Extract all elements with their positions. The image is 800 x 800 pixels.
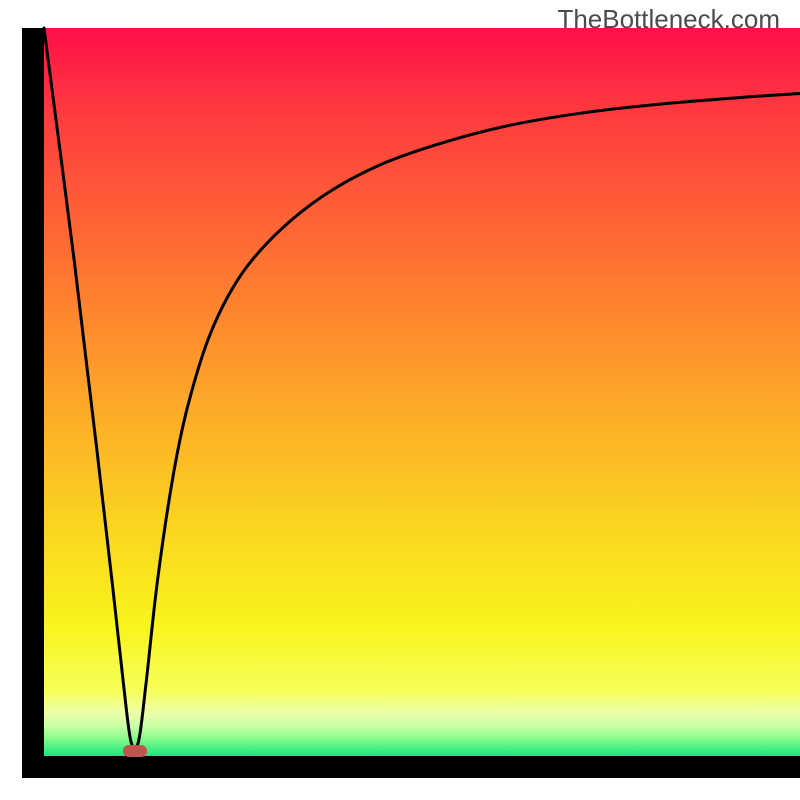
minimum-marker [123, 745, 147, 757]
watermark-text: TheBottleneck.com [557, 4, 780, 35]
curve-line [0, 0, 800, 800]
